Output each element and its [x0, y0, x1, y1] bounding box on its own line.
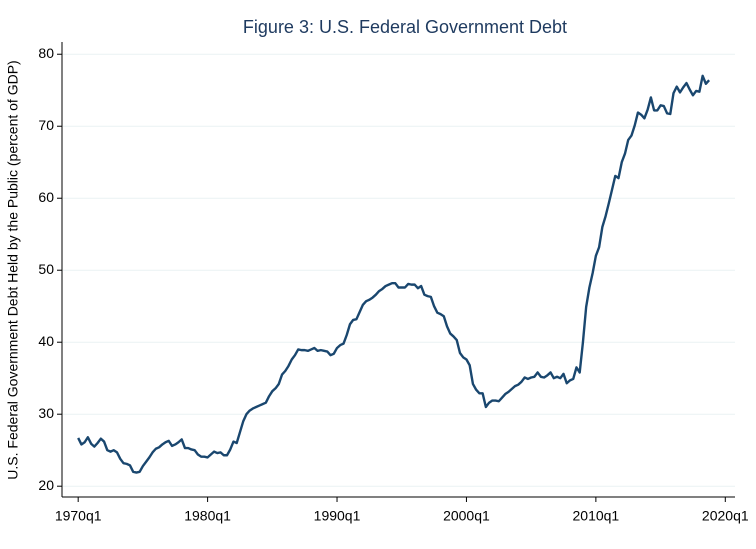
x-tick-label: 1970q1: [55, 508, 102, 524]
chart-title: Figure 3: U.S. Federal Government Debt: [243, 17, 567, 37]
data-line: [77, 74, 711, 474]
y-axis-label: U.S. Federal Government Debt Held by the…: [5, 60, 21, 479]
y-tick-label: 70: [38, 117, 54, 133]
y-tick-label: 20: [38, 477, 54, 493]
x-tick-label: 2010q1: [573, 508, 620, 524]
y-tick-label: 30: [38, 405, 54, 421]
x-tick-label: 2020q1: [702, 508, 749, 524]
x-tick-label: 1980q1: [184, 508, 231, 524]
y-tick-label: 80: [38, 45, 54, 61]
x-tick-label: 2000q1: [443, 508, 490, 524]
y-tick-label: 50: [38, 261, 54, 277]
y-tick-label: 40: [38, 333, 54, 349]
y-tick-label: 60: [38, 189, 54, 205]
x-tick-label: 1990q1: [314, 508, 361, 524]
